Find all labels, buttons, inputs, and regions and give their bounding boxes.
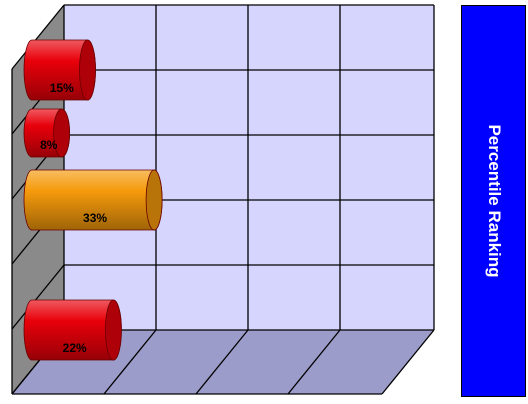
- bar-end-cap: [105, 299, 122, 361]
- gridline-floor: [287, 329, 341, 395]
- legend-box: Percentile Ranking: [461, 5, 526, 397]
- gridline-side: [11, 264, 65, 330]
- gridline-floor: [103, 329, 157, 395]
- gridline-floor: [195, 329, 249, 395]
- bar-end-cap: [53, 108, 70, 158]
- bar-data-label: 22%: [63, 341, 87, 355]
- plot-back-wall: [64, 5, 434, 330]
- legend-label: Percentile Ranking: [484, 124, 504, 278]
- gridline-side: [11, 4, 65, 70]
- bar-end-cap: [79, 39, 96, 101]
- bar-end-cap: [145, 169, 163, 231]
- bar-data-label: 8%: [40, 138, 58, 152]
- bar-data-label: 33%: [83, 211, 107, 225]
- gridline-floor: [381, 329, 435, 395]
- bar-data-label: 15%: [50, 81, 74, 95]
